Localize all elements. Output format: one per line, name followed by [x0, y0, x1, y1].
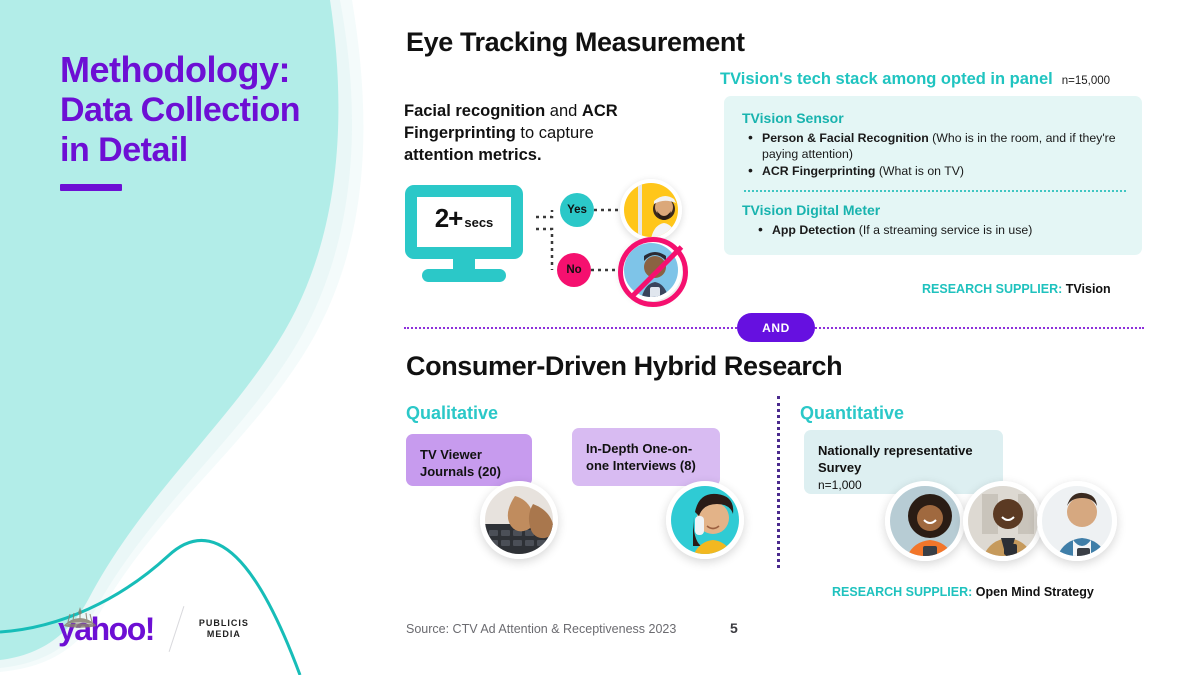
eye-tracking-section-title: Eye Tracking Measurement [406, 27, 745, 57]
page-title: Methodology: Data Collection in Detail [60, 50, 390, 191]
list-item: App Detection (If a streaming service is… [756, 221, 1126, 238]
and-badge: AND [737, 313, 815, 342]
hybrid-section-title: Consumer-Driven Hybrid Research [406, 351, 843, 381]
left-title-panel: Methodology: Data Collection in Detail y… [0, 0, 400, 675]
photo-survey-respondent-3 [1037, 481, 1117, 561]
tv-stand-base [422, 269, 506, 282]
tvision-section-divider [744, 190, 1126, 192]
tvision-panel-sample-size: n=15,000 [1061, 75, 1111, 87]
publicis-label: PUBLICIS MEDIA [199, 618, 249, 640]
tv-screen-label: 2+ secs [416, 203, 512, 234]
card-title: TV Viewer Journals (20) [420, 447, 501, 479]
page-number: 5 [730, 620, 738, 636]
item-rest: (Who is in the room, and if they're payi… [762, 131, 1116, 161]
qual-quant-vertical-divider [777, 396, 780, 568]
tvision-panel-heading-row: TVision's tech stack among opted in pane… [720, 70, 1110, 89]
photo-survey-respondent-1 [885, 481, 965, 561]
and-connector-row: AND [404, 313, 1144, 342]
tvision-sensor-list: Person & Facial Recognition (Who is in t… [746, 129, 1126, 179]
no-prohibition-icon [618, 237, 688, 307]
photo-attentive-viewer [620, 179, 682, 241]
tv-threshold-value: 2+ [434, 203, 464, 233]
tvision-panel-heading: TVision's tech stack among opted in pane… [720, 70, 1053, 88]
photo-survey-respondent-2 [963, 481, 1043, 561]
title-line-1: Methodology: [60, 49, 290, 90]
lede-part-acr: ACR Fingerprinting [404, 102, 618, 142]
card-title: Nationally representative Survey [818, 443, 973, 475]
quantitative-heading: Quantitative [800, 403, 905, 423]
qualitative-heading: Qualitative [406, 403, 499, 423]
tv-attention-diagram: 2+ secs Yes No [400, 175, 720, 307]
tvision-sensor-title: TVision Sensor [742, 110, 844, 126]
lede-part-metrics: attention metrics. [404, 146, 542, 164]
lede-part-facial: Facial recognition [404, 102, 546, 120]
tv-screen-icon [405, 185, 523, 259]
publicis-line-1: PUBLICIS [198, 618, 249, 628]
item-bold: App Detection [772, 223, 856, 237]
main-content: Eye Tracking Measurement Facial recognit… [400, 0, 1200, 675]
connector-dotted-lines [536, 208, 622, 272]
item-bold: ACR Fingerprinting [762, 164, 876, 178]
photo-hands-typing [480, 481, 558, 559]
lede-part-capture: to capture [515, 124, 594, 142]
tvision-digital-meter-section: TVision Digital Meter App Detection (If … [742, 202, 1126, 238]
yes-badge: Yes [560, 193, 594, 227]
list-item: ACR Fingerprinting (What is on TV) [746, 162, 1126, 179]
card-nationally-representative-survey: Nationally representative Survey n=1,000 [804, 430, 1003, 494]
supplier-value: TVision [1065, 282, 1111, 296]
tv-stand-neck [453, 259, 475, 272]
publicis-crest-icon [64, 607, 96, 628]
title-line-2: Data Collection [60, 91, 300, 129]
card-subtitle: n=1,000 [818, 478, 862, 492]
no-badge: No [557, 253, 591, 287]
eye-tracking-lede: Facial recognition and ACR Fingerprintin… [404, 100, 654, 166]
title-line-3: in Detail [60, 131, 188, 169]
item-rest: (What is on TV) [875, 164, 965, 178]
supplier-value: Open Mind Strategy [975, 585, 1094, 599]
card-tv-viewer-journals: TV Viewer Journals (20) [406, 434, 532, 486]
tv-threshold-unit: secs [464, 215, 494, 230]
photo-woman-on-phone [666, 481, 744, 559]
research-supplier-open-mind: RESEARCH SUPPLIER: Open Mind Strategy [832, 585, 1094, 599]
source-note: Source: CTV Ad Attention & Receptiveness… [406, 622, 677, 636]
lede-part-and: and [545, 102, 582, 120]
yahoo-logo: yahoo! [58, 611, 155, 647]
title-underline-rule [60, 184, 122, 191]
card-in-depth-interviews: In-Depth One-on-one Interviews (8) [572, 428, 720, 486]
card-title: In-Depth One-on-one Interviews (8) [586, 441, 696, 473]
tvision-tech-stack-box: TVision Sensor Person & Facial Recogniti… [724, 96, 1142, 255]
tvision-digital-meter-list: App Detection (If a streaming service is… [756, 221, 1126, 238]
research-supplier-tvision: RESEARCH SUPPLIER: TVision [922, 282, 1111, 296]
publicis-line-2: MEDIA [206, 629, 241, 639]
logo-row: yahoo! PUBLICIS MEDIA [58, 605, 249, 653]
logo-divider [168, 606, 185, 652]
publicis-media-logo: PUBLICIS MEDIA [64, 607, 249, 640]
tvision-sensor-section: TVision Sensor Person & Facial Recogniti… [742, 110, 1126, 179]
item-rest: (If a streaming service is in use) [855, 223, 1033, 237]
supplier-label: RESEARCH SUPPLIER: [832, 585, 973, 599]
tvision-digital-meter-title: TVision Digital Meter [742, 202, 881, 218]
decorative-background-shapes [0, 0, 364, 675]
item-bold: Person & Facial Recognition [762, 131, 929, 145]
list-item: Person & Facial Recognition (Who is in t… [746, 129, 1126, 162]
supplier-label: RESEARCH SUPPLIER: [922, 282, 1063, 296]
